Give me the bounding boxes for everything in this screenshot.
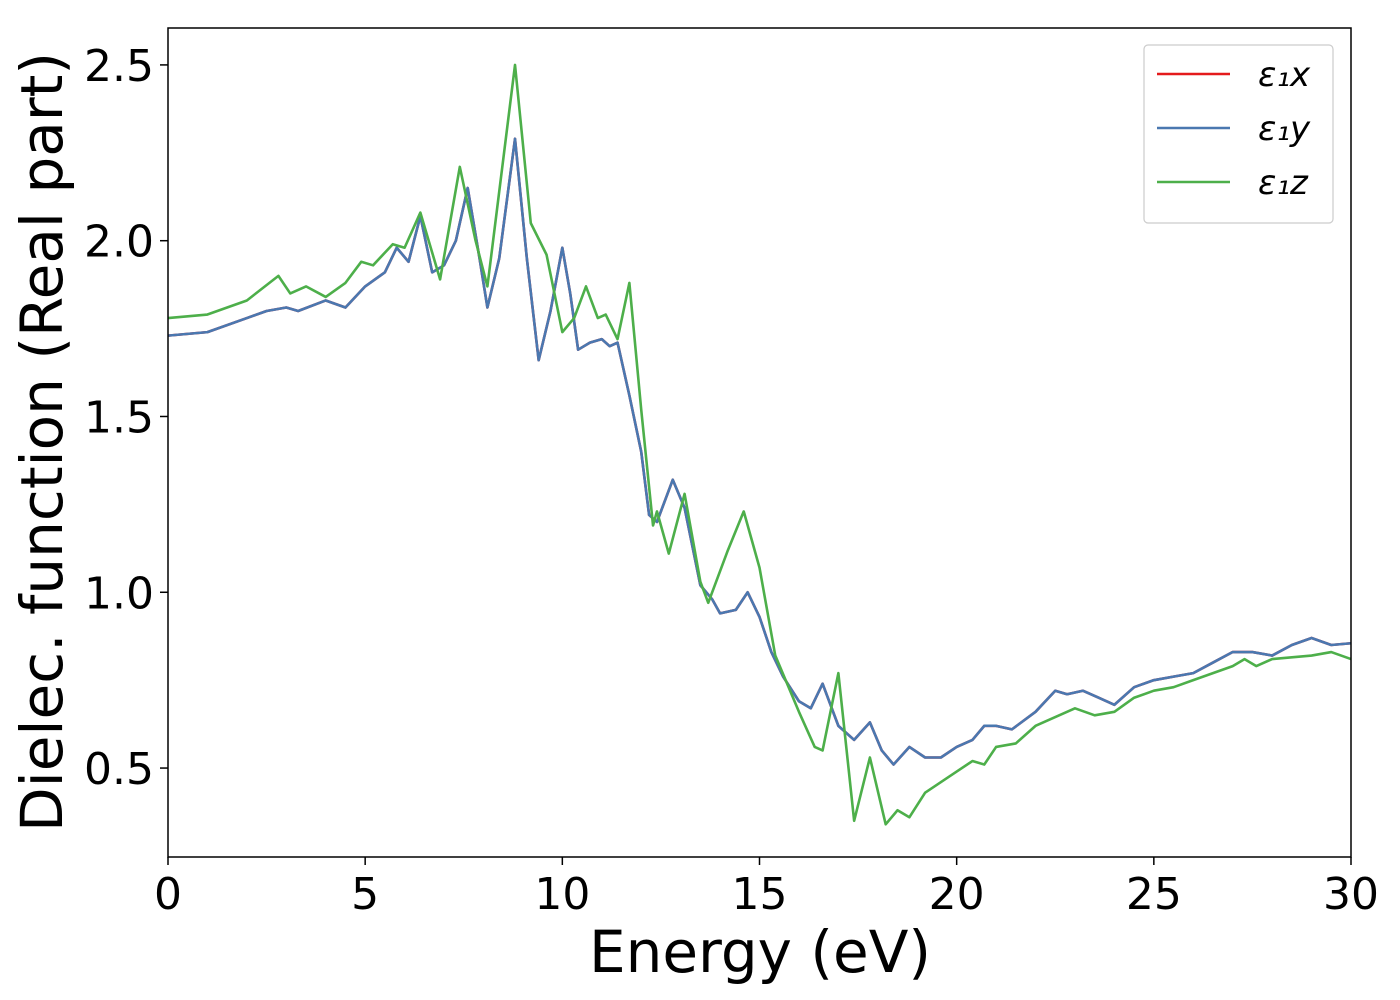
x-tick-label: 25 [1126, 869, 1182, 920]
y-tick-label: 2.5 [84, 41, 154, 92]
x-tick-label: 10 [534, 869, 590, 920]
x-tick-label: 0 [154, 869, 182, 920]
legend-label: ε₁z [1258, 163, 1309, 203]
y-tick-label: 0.5 [84, 744, 154, 795]
legend-box [1143, 44, 1334, 224]
line-series [167, 137, 1352, 766]
x-tick-label: 5 [351, 869, 379, 920]
legend-label: ε₁x [1258, 55, 1311, 95]
plot-frame [167, 27, 1352, 858]
y-tick-label: 1.0 [84, 568, 154, 619]
y-tick-label: 1.5 [84, 392, 154, 443]
line-series [167, 63, 1352, 826]
x-tick-label: 30 [1323, 869, 1379, 920]
x-tick-label: 20 [929, 869, 985, 920]
line-series [167, 137, 1352, 766]
x-tick-label: 15 [732, 869, 788, 920]
y-tick-label: 2.0 [84, 217, 154, 268]
legend-label: ε₁y [1258, 109, 1311, 149]
x-axis-label: Energy (eV) [589, 918, 931, 986]
y-axis-label: Dielec. function (Real part) [8, 52, 76, 832]
